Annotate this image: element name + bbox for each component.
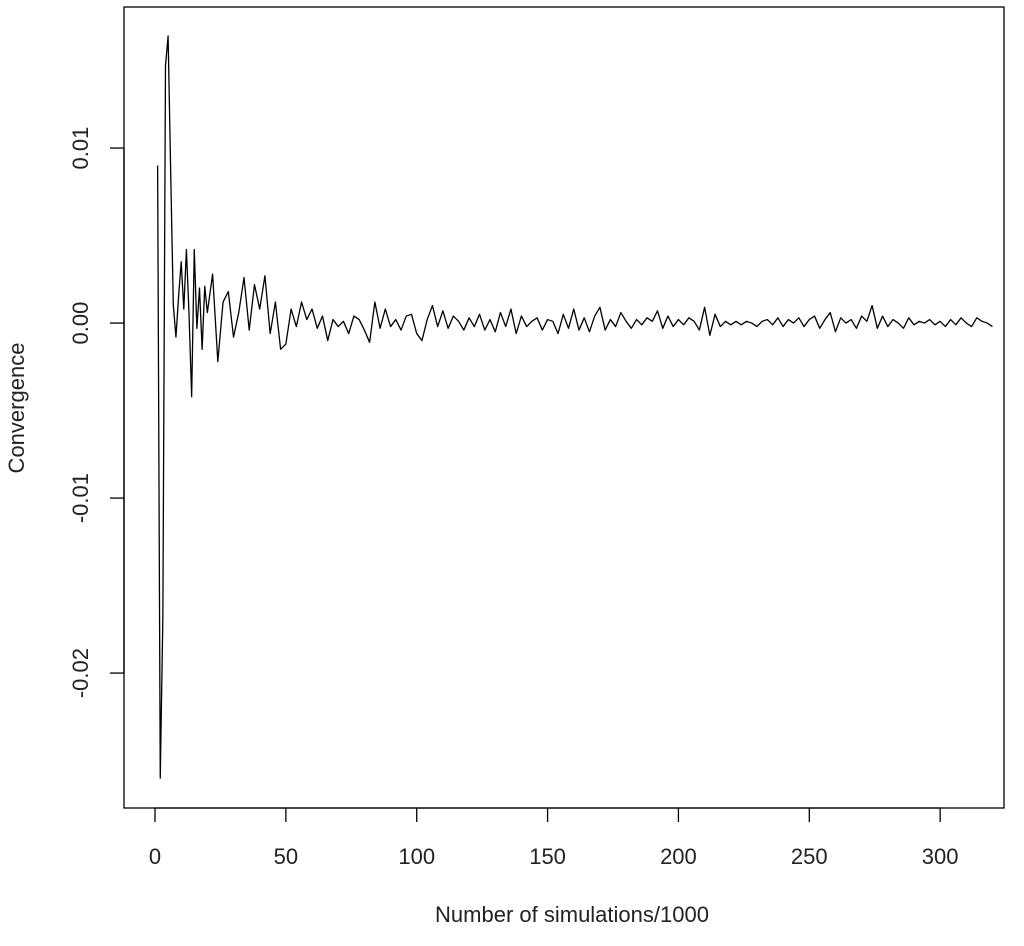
x-tick-label: 50 bbox=[274, 844, 298, 869]
x-tick-label: 200 bbox=[660, 844, 697, 869]
x-tick-label: 150 bbox=[529, 844, 566, 869]
x-tick-label: 250 bbox=[791, 844, 828, 869]
plot-frame bbox=[123, 6, 1005, 809]
data-line bbox=[156, 35, 993, 779]
x-tick-label: 100 bbox=[398, 844, 435, 869]
x-tick-label: 0 bbox=[149, 844, 161, 869]
y-tick-label: 0.00 bbox=[68, 302, 93, 345]
y-tick-label: -0.01 bbox=[68, 473, 93, 523]
y-tick-label: 0.01 bbox=[68, 127, 93, 170]
y-axis-label: Convergence bbox=[4, 343, 29, 474]
y-tick-label: -0.02 bbox=[68, 648, 93, 698]
x-axis-label: Number of simulations/1000 bbox=[435, 902, 709, 927]
x-tick-label: 300 bbox=[922, 844, 959, 869]
